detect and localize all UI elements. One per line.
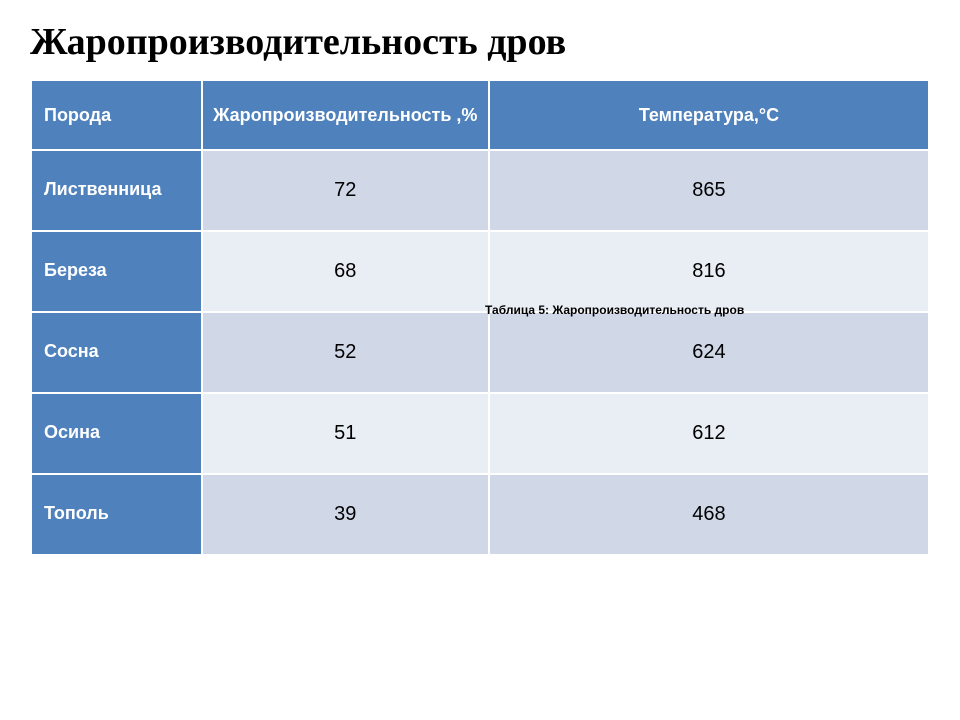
row-species: Береза	[31, 231, 202, 312]
row-heat: 51	[202, 393, 489, 474]
col-header-temp: Температура,°С	[489, 80, 929, 150]
heat-table: Порода Жаропроизводительность ,% Темпера…	[30, 79, 930, 556]
row-temp: 865	[489, 150, 929, 231]
row-species: Тополь	[31, 474, 202, 555]
table-row: Осина 51 612	[31, 393, 929, 474]
row-temp: 468	[489, 474, 929, 555]
table-caption-overlay: Таблица 5: Жаропроизводительность дров	[485, 303, 744, 317]
col-header-heat: Жаропроизводительность ,%	[202, 80, 489, 150]
row-temp: 816	[489, 231, 929, 312]
page-title: Жаропроизводительность дров	[30, 20, 930, 64]
row-temp: 624	[489, 312, 929, 393]
table-row: Тополь 39 468	[31, 474, 929, 555]
row-heat: 39	[202, 474, 489, 555]
row-heat: 72	[202, 150, 489, 231]
row-species: Осина	[31, 393, 202, 474]
row-species: Лиственница	[31, 150, 202, 231]
row-species: Сосна	[31, 312, 202, 393]
row-heat: 68	[202, 231, 489, 312]
row-heat: 52	[202, 312, 489, 393]
table-row: Лиственница 72 865	[31, 150, 929, 231]
table-row: Береза 68 816	[31, 231, 929, 312]
col-header-species: Порода	[31, 80, 202, 150]
row-temp: 612	[489, 393, 929, 474]
table-row: Сосна 52 624	[31, 312, 929, 393]
table-header-row: Порода Жаропроизводительность ,% Темпера…	[31, 80, 929, 150]
